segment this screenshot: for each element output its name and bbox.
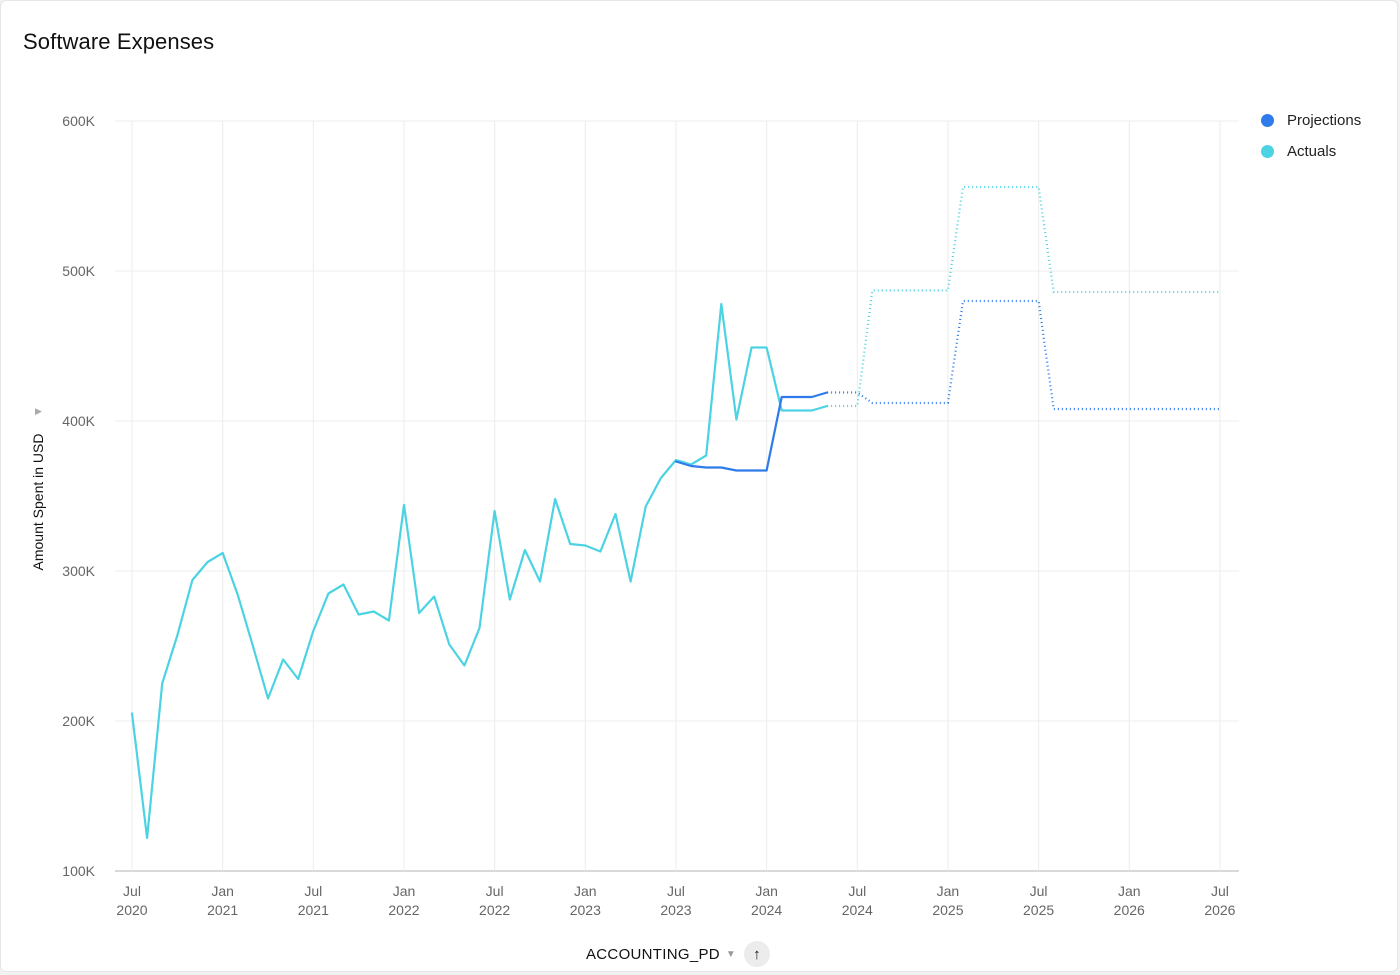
y-tick-label: 600K — [62, 113, 95, 129]
x-tick-label-year: 2023 — [660, 902, 691, 918]
series-line-projections-dotted — [827, 299, 1220, 411]
y-tick-label: 500K — [62, 263, 95, 279]
x-tick-label-month: Jan — [1118, 883, 1141, 899]
x-tick-label-year: 2026 — [1204, 902, 1235, 918]
x-tick-label-month: Jul — [1030, 883, 1048, 899]
x-tick-label-year: 2021 — [298, 902, 329, 918]
x-tick-label-month: Jul — [848, 883, 866, 899]
x-axis-field-selector[interactable]: ACCOUNTING_PD ▼ ↑ — [586, 941, 770, 967]
x-tick-label-year: 2024 — [751, 902, 782, 918]
x-tick-label-month: Jul — [1211, 883, 1229, 899]
y-axis-ticks: 100K 200K 300K 400K 500K 600K — [62, 113, 95, 879]
y-axis-caret-icon[interactable]: ▶ — [35, 406, 42, 416]
chart-title: Software Expenses — [23, 29, 215, 54]
x-tick-label-year: 2022 — [479, 902, 510, 918]
grid-lines — [115, 120, 1239, 872]
series-lines — [130, 185, 1220, 840]
x-tick-label-month: Jul — [667, 883, 685, 899]
legend-label: Actuals — [1287, 143, 1337, 160]
x-tick-label-year: 2020 — [116, 902, 147, 918]
x-tick-label-month: Jan — [393, 883, 416, 899]
x-tick-label-month: Jan — [755, 883, 778, 899]
x-tick-label-month: Jan — [937, 883, 960, 899]
legend: Projections Actuals — [1259, 105, 1361, 167]
x-tick-label-month: Jan — [574, 883, 597, 899]
x-tick-label-year: 2026 — [1114, 902, 1145, 918]
y-tick-label: 100K — [62, 863, 95, 879]
x-axis-field-label: ACCOUNTING_PD — [586, 945, 720, 963]
y-tick-label: 300K — [62, 563, 95, 579]
series-line-actuals-dotted — [827, 185, 1220, 408]
x-tick-label-month: Jan — [211, 883, 234, 899]
x-tick-label-year: 2021 — [207, 902, 238, 918]
x-tick-label-month: Jul — [486, 883, 504, 899]
series-line-actuals-solid — [130, 302, 829, 840]
x-axis-ticks: Jul 2020 Jan 2021 Jul 2021 Jan 2022 Jul 2022 Jan 20… — [116, 883, 1235, 918]
x-tick-label-month: Jul — [304, 883, 322, 899]
chevron-down-icon[interactable]: ▼ — [725, 948, 736, 960]
y-tick-label: 200K — [62, 713, 95, 729]
series-line-projections-solid — [674, 391, 829, 472]
arrow-up-icon[interactable]: ↑ — [743, 941, 770, 967]
x-tick-label-year: 2023 — [570, 902, 601, 918]
x-tick-label-month: Jul — [123, 883, 141, 899]
legend-label: Projections — [1287, 112, 1362, 129]
x-tick-label-year: 2025 — [932, 902, 963, 918]
legend-dot-projections — [1261, 114, 1274, 127]
x-tick-label-year: 2025 — [1023, 902, 1054, 918]
y-tick-label: 400K — [62, 413, 95, 429]
legend-item-actuals[interactable]: Actuals — [1259, 136, 1361, 167]
legend-item-projections[interactable]: Projections — [1259, 105, 1361, 136]
y-axis-label[interactable]: Amount Spent in USD — [30, 434, 46, 571]
x-tick-label-year: 2022 — [388, 902, 419, 918]
x-tick-label-year: 2024 — [842, 902, 873, 918]
legend-dot-actuals — [1261, 145, 1274, 158]
